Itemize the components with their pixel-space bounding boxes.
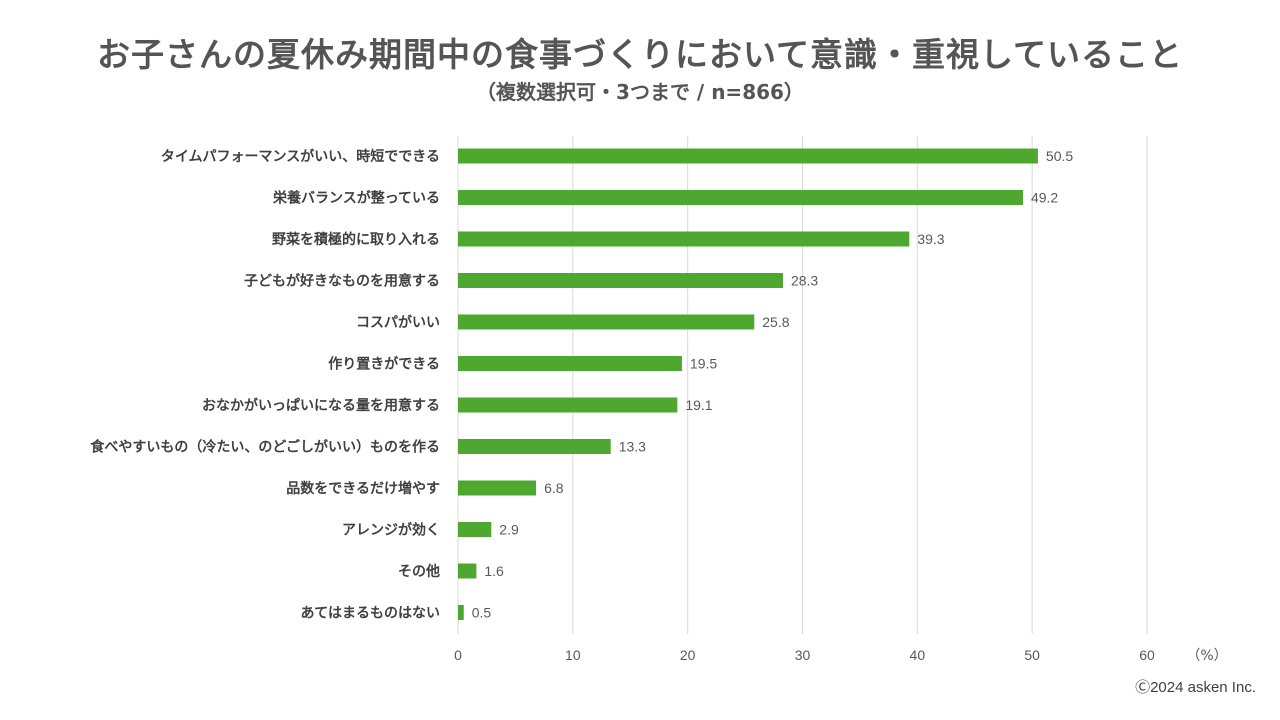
labels: タイムパフォーマンスがいい、時短でできる 50.5 栄養バランスが整っている 49.2… [90, 148, 1073, 622]
bar [458, 273, 783, 288]
value-label: 28.3 [791, 273, 818, 289]
x-tick-label: 50 [1024, 647, 1040, 663]
bar [458, 190, 1023, 205]
category-label: 品数をできるだけ増やす [286, 480, 440, 497]
bar [458, 148, 1038, 164]
x-tick-label: 30 [795, 647, 811, 663]
x-axis-unit: （%） [1186, 648, 1227, 664]
value-label: 50.5 [1046, 148, 1073, 164]
category-label: 野菜を積極的に取り入れる [272, 231, 440, 248]
bar [458, 314, 755, 330]
category-label: おなかがいっぱいになる量を用意する [202, 397, 440, 414]
bar [458, 480, 537, 496]
category-label: 子どもが好きなものを用意する [244, 273, 440, 290]
value-label: 0.5 [472, 605, 492, 621]
x-tick-label: 0 [454, 647, 462, 663]
category-label: 作り置きができる [328, 356, 440, 373]
x-tick-label: 60 [1139, 647, 1155, 663]
bar [458, 231, 910, 247]
category-label: あてはまるものはない [301, 606, 440, 622]
value-label: 19.5 [690, 356, 717, 372]
bar [458, 397, 678, 413]
category-label: タイムパフォーマンスがいい、時短でできる [161, 148, 440, 165]
copyright-text: Ⓒ2024 asken Inc. [1135, 679, 1256, 696]
chart-title: お子さんの夏休み期間中の食事づくりにおいて意識・重視していること [96, 35, 1184, 74]
bar [458, 439, 611, 454]
bar [458, 522, 492, 537]
category-label: アレンジが効く [342, 522, 440, 539]
bar [458, 605, 464, 620]
category-label: その他 [398, 563, 440, 580]
value-label: 49.2 [1031, 190, 1058, 206]
bar [458, 563, 477, 579]
value-label: 1.6 [484, 563, 504, 579]
bars [458, 148, 1038, 620]
value-label: 19.1 [685, 397, 712, 413]
x-tick-label: 10 [565, 647, 581, 663]
chart-subtitle: （複数選択可・3つまで / n=866） [476, 80, 804, 104]
x-axis: 0 10 20 30 40 50 60 （%） [454, 647, 1228, 664]
value-label: 39.3 [917, 231, 944, 247]
x-tick-label: 20 [680, 647, 696, 663]
value-label: 13.3 [619, 439, 646, 455]
value-label: 2.9 [499, 522, 519, 538]
category-label: 栄養バランスが整っている [272, 190, 440, 207]
x-tick-label: 40 [910, 647, 926, 663]
value-label: 6.8 [544, 480, 564, 496]
category-label: 食べやすいもの（冷たい、のどごしがいい）ものを作る [90, 439, 440, 456]
value-label: 25.8 [762, 314, 789, 330]
category-label: コスパがいい [356, 314, 440, 331]
grid-lines [457, 136, 1148, 634]
bar [458, 356, 682, 371]
